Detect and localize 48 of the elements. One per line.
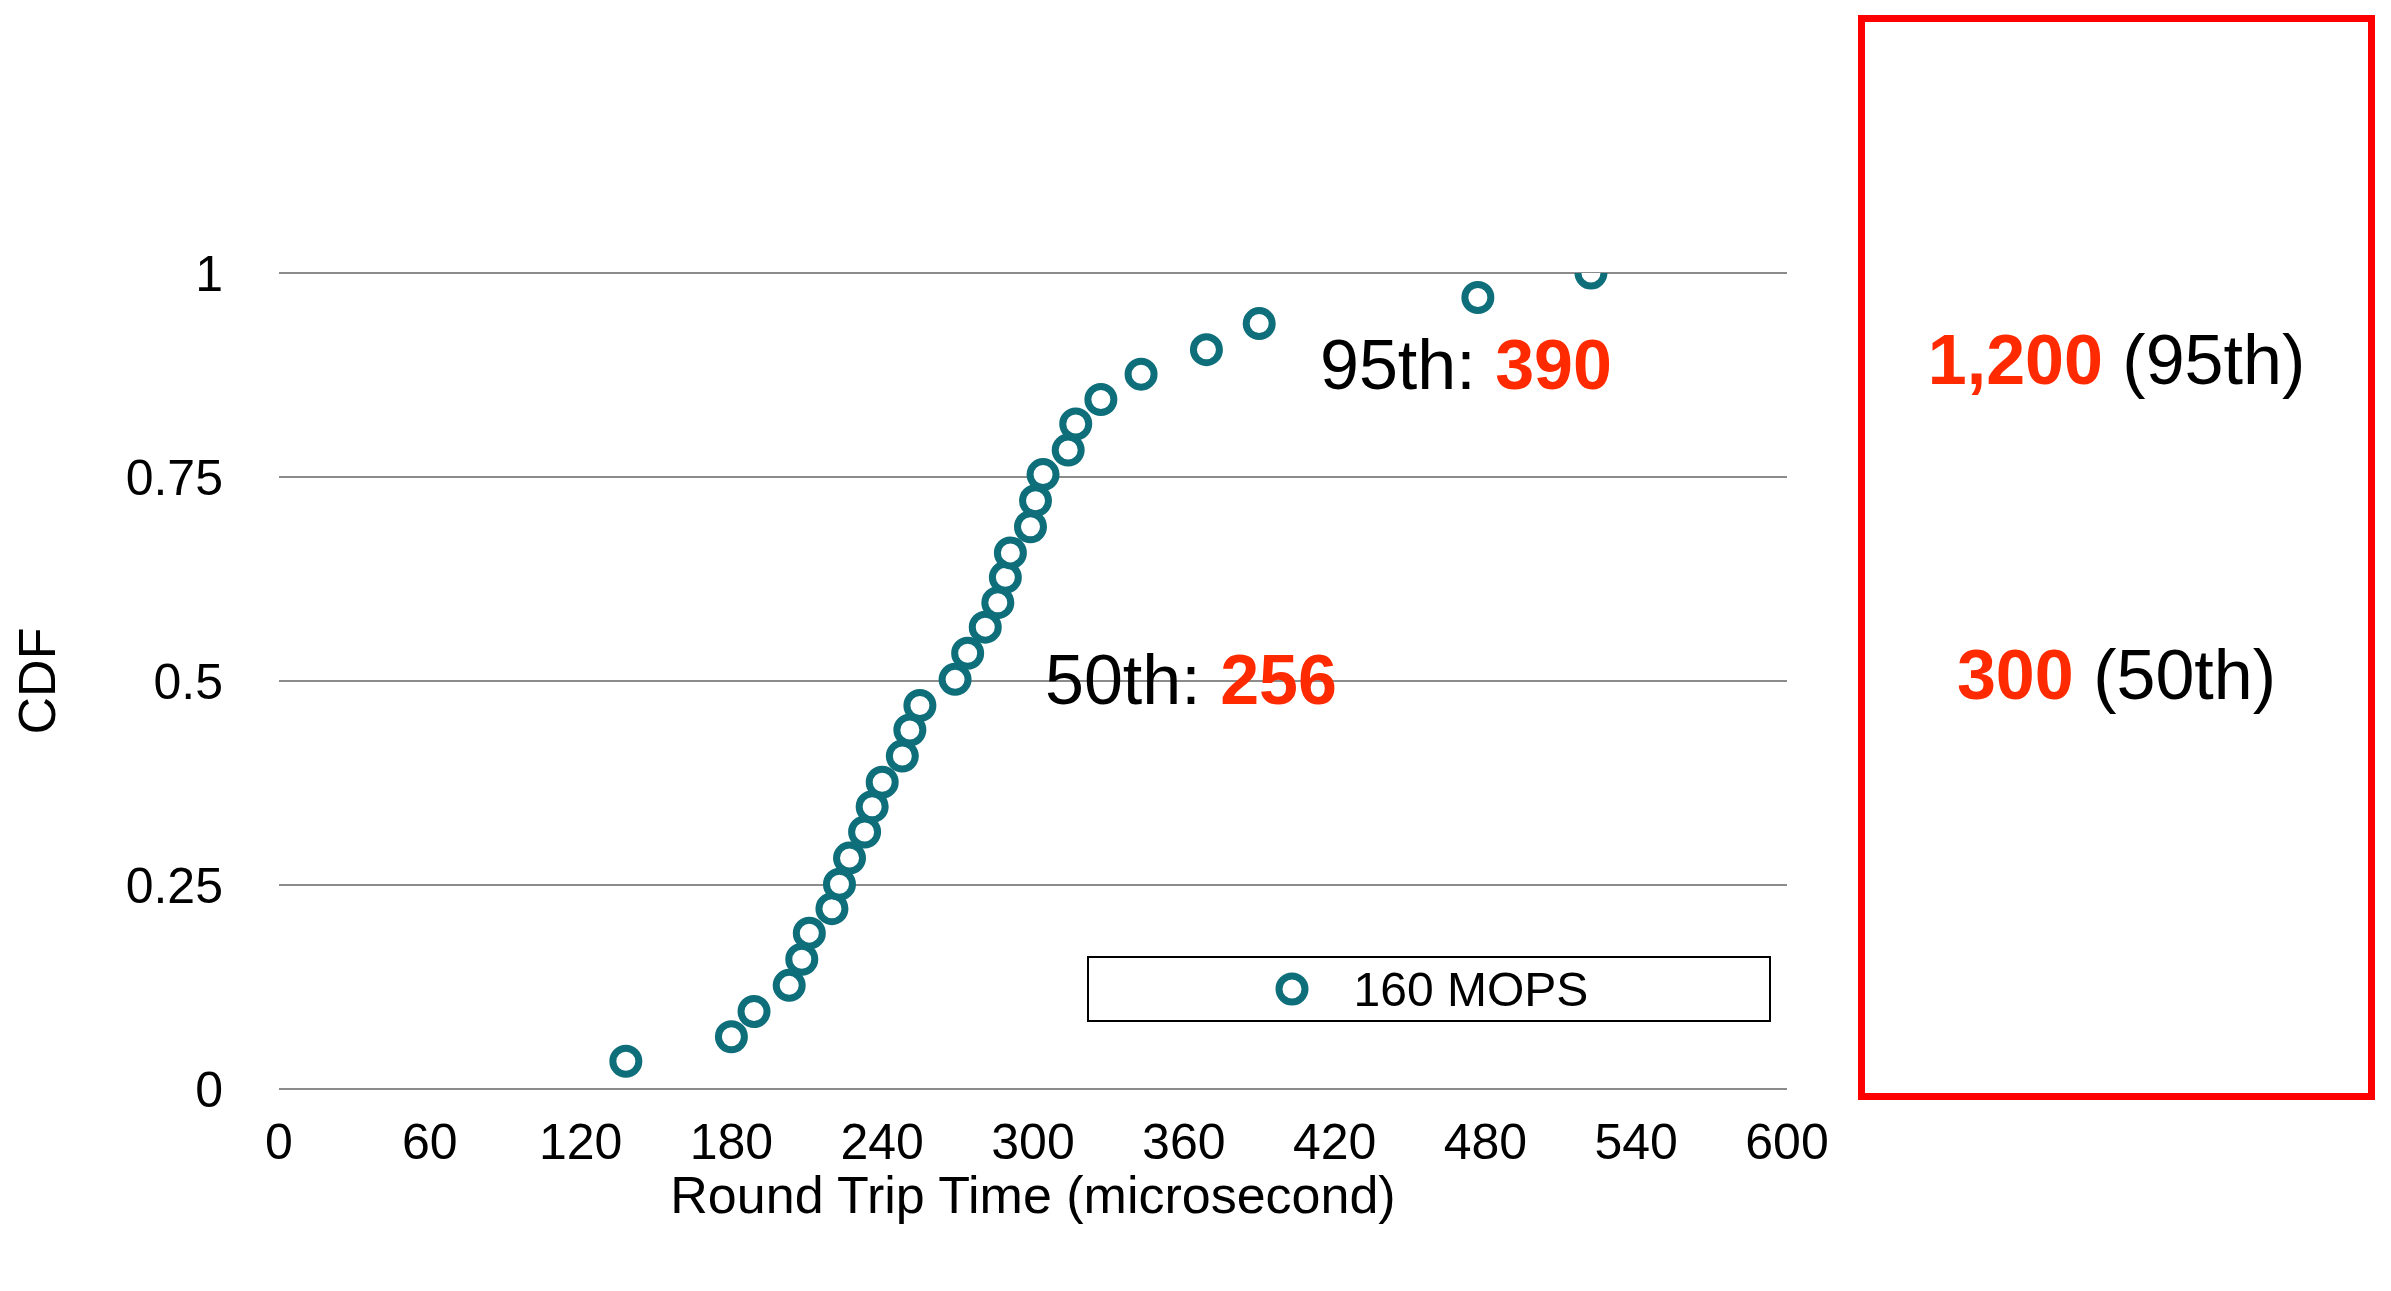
y-tick-label: 0.75 <box>125 449 223 506</box>
point <box>785 942 819 976</box>
point <box>1461 280 1495 314</box>
y-tick-label: 0 <box>195 1061 223 1118</box>
point <box>951 636 985 670</box>
point <box>885 739 919 773</box>
point <box>938 662 972 696</box>
y-tick-label: 0.25 <box>125 857 223 914</box>
point <box>772 968 806 1002</box>
point <box>1059 407 1093 441</box>
text: 300 (50th) <box>1956 636 2277 714</box>
point <box>903 688 937 722</box>
point <box>981 586 1015 620</box>
point <box>833 841 867 875</box>
point <box>993 536 1027 570</box>
point <box>1051 433 1085 467</box>
point <box>1013 510 1047 544</box>
point <box>792 916 826 950</box>
point <box>609 1044 643 1078</box>
point <box>714 1020 748 1054</box>
point <box>988 560 1022 594</box>
point <box>1242 307 1276 341</box>
point <box>855 790 889 824</box>
point <box>1084 382 1118 416</box>
point <box>1019 484 1053 518</box>
point <box>893 713 927 747</box>
point <box>1026 458 1060 492</box>
x-tick-label: 0 <box>265 1113 293 1170</box>
point <box>968 610 1002 644</box>
x-tick-label: 60 <box>401 1113 458 1170</box>
point <box>1124 357 1158 391</box>
y-tick-label: 1 <box>195 245 223 302</box>
x-tick-label: 120 <box>538 1113 623 1170</box>
x-tick-label: 600 <box>1745 1113 1829 1170</box>
y-tick-label: 0.5 <box>153 653 223 710</box>
point <box>1189 333 1223 367</box>
y-axis-title: CDF <box>8 627 67 735</box>
x-tick-label: 540 <box>1594 1113 1678 1170</box>
legend-label: 160 MOPS <box>1352 961 1589 1017</box>
point <box>865 765 899 799</box>
point <box>848 815 882 849</box>
annotation: 95th: 390 <box>1320 326 1612 404</box>
x-tick-label: 480 <box>1443 1113 1528 1170</box>
text: 1,200 (95th) <box>1927 321 2306 399</box>
point <box>815 892 849 926</box>
annotation: 50th: 256 <box>1045 641 1337 719</box>
point <box>822 867 856 901</box>
point <box>737 994 771 1028</box>
